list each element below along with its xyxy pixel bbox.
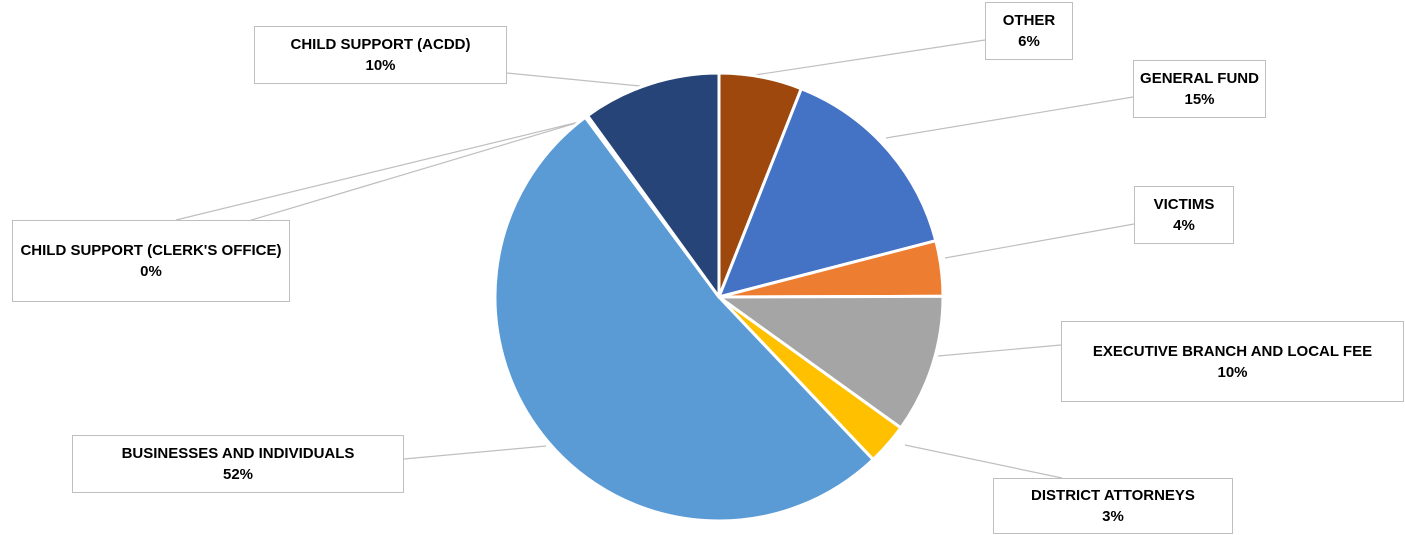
label-general-fund: GENERAL FUND 15%: [1133, 60, 1266, 118]
label-value: 10%: [1217, 363, 1248, 381]
label-value: 52%: [222, 466, 254, 483]
leader-line-district-attorneys: [904, 444, 1063, 479]
label-victims: VICTIMS 4%: [1134, 186, 1234, 244]
label-name: BUSINESSES AND INDIVIDUALS: [121, 445, 355, 462]
label-name: VICTIMS: [1153, 196, 1215, 213]
label-businesses: BUSINESSES AND INDIVIDUALS 52%: [72, 435, 404, 493]
label-child-support-clerk: CHILD SUPPORT (CLERK'S OFFICE) 0%: [12, 220, 290, 302]
label-other: OTHER 6%: [985, 2, 1073, 60]
label-name: CHILD SUPPORT (ACDD): [290, 36, 471, 53]
leader-line-businesses: [403, 445, 547, 460]
label-child-support-acdd: CHILD SUPPORT (ACDD) 10%: [254, 26, 507, 84]
label-name: EXECUTIVE BRANCH AND LOCAL FEE: [1092, 342, 1373, 360]
label-value: 6%: [1018, 33, 1040, 50]
label-value: 10%: [365, 57, 396, 74]
label-value: 4%: [1173, 217, 1195, 234]
label-value: 3%: [1102, 508, 1124, 525]
label-name: GENERAL FUND: [1140, 70, 1259, 87]
label-name: CHILD SUPPORT (CLERK'S OFFICE): [20, 242, 282, 259]
slice-general-fund: [717, 87, 938, 299]
leader-line-child-support-acdd: [506, 72, 641, 87]
slice-executive-branch: [717, 294, 945, 430]
label-district-attorneys: DISTRICT ATTORNEYS 3%: [993, 478, 1233, 534]
label-name: DISTRICT ATTORNEYS: [1031, 487, 1195, 504]
leader-line-general-fund: [885, 96, 1134, 139]
leader-line-executive-branch: [937, 344, 1062, 357]
label-value: 0%: [140, 263, 162, 280]
label-executive-branch: EXECUTIVE BRANCH AND LOCAL FEE 10%: [1061, 321, 1404, 402]
label-value: 15%: [1184, 91, 1215, 108]
leader-line-victims: [944, 223, 1135, 259]
leader-line-other: [754, 39, 986, 76]
pie-slices: [493, 71, 945, 523]
slice-businesses: [493, 115, 875, 523]
slice-child-support-acdd: [586, 71, 721, 299]
label-name: OTHER: [1002, 12, 1056, 29]
leader-lines: [175, 39, 1135, 479]
